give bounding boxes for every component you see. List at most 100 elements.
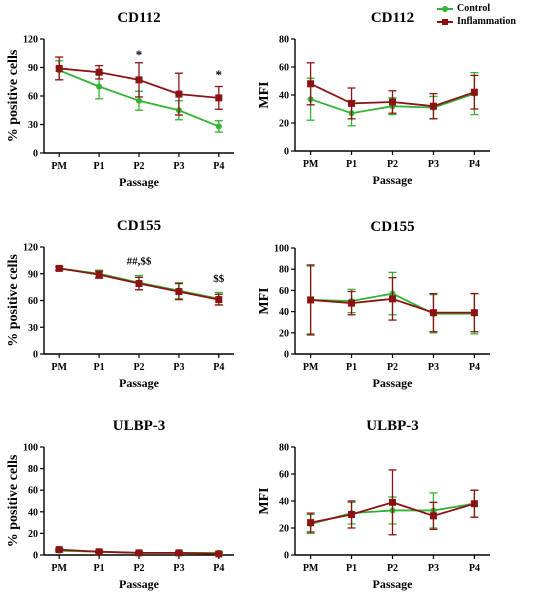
data-point	[215, 94, 223, 102]
y-tick-label: 0	[284, 350, 289, 361]
y-tick-label: 0	[33, 551, 38, 562]
x-tick-label: P4	[213, 161, 224, 172]
y-axis-label: % positive cells	[6, 254, 21, 347]
x-tick-label: P2	[387, 362, 398, 373]
data-point	[96, 83, 103, 90]
data-point	[307, 519, 315, 527]
y-tick-label: 80	[28, 464, 38, 475]
data-point	[470, 309, 478, 317]
x-axis-label: Passage	[119, 175, 160, 189]
significance-annotation: ##,$$	[127, 255, 152, 267]
chart-title: CD155	[117, 218, 161, 234]
x-tick-label: P1	[346, 159, 357, 170]
data-point	[348, 99, 356, 107]
y-tick-label: 30	[28, 120, 38, 131]
data-point	[175, 288, 183, 296]
y-tick-label: 40	[28, 507, 38, 518]
x-tick-label: P2	[133, 362, 144, 373]
x-tick-label: PM	[51, 161, 67, 172]
y-axis-label: MFI	[257, 487, 272, 514]
data-point	[429, 309, 437, 317]
chart-panel-5: ULBP-3 0 20 40 60 80 100 PM P1 P2 P3 P4 Passage % pos…	[6, 418, 234, 591]
x-tick-label: PM	[51, 362, 67, 373]
x-tick-label: P4	[213, 362, 224, 373]
data-point	[389, 498, 396, 506]
y-tick-label: 80	[279, 35, 289, 46]
series-inflammation	[55, 264, 223, 306]
x-tick-label: P1	[346, 362, 357, 373]
legend: Control Inflammation	[437, 2, 516, 28]
y-axis-label: MFI	[257, 81, 272, 108]
x-tick-label: PM	[303, 159, 319, 170]
y-tick-label: 30	[28, 323, 38, 334]
y-tick-label: 120	[23, 35, 38, 46]
data-point	[136, 97, 142, 104]
y-tick-label: 90	[28, 63, 38, 74]
data-point	[175, 549, 183, 557]
chart-panel-3: CD155 0 30 60 90 120 PM P1 P2 P3 P4 Passage % positi…	[6, 218, 234, 390]
y-tick-label: 20	[28, 529, 38, 540]
chart-title: CD155	[370, 219, 414, 235]
data-point	[307, 296, 315, 304]
data-point	[348, 299, 356, 307]
y-tick-label: 40	[279, 307, 289, 318]
x-tick-label: P2	[133, 161, 144, 172]
x-tick-label: PM	[51, 563, 67, 574]
y-axis-label: % positive cells	[6, 454, 21, 547]
data-point	[389, 295, 396, 303]
data-point	[389, 98, 396, 106]
chart-title: ULBP-3	[366, 418, 419, 434]
y-tick-label: 60	[28, 296, 38, 307]
y-tick-label: 60	[279, 63, 289, 74]
series-inflammation	[55, 546, 223, 558]
data-point	[95, 68, 103, 76]
legend-inflammation-label: Inflammation	[457, 16, 516, 27]
x-tick-label: P4	[469, 159, 480, 170]
y-tick-label: 60	[279, 470, 289, 481]
y-tick-label: 60	[28, 486, 38, 497]
x-tick-label: P3	[173, 563, 184, 574]
chart-panel-4: CD155 0 20 40 60 80 100 PM P1 P2 P3 P4 Passage MFI	[257, 219, 490, 390]
y-tick-label: 20	[279, 119, 289, 130]
x-tick-label: P4	[469, 362, 480, 373]
y-tick-label: 80	[279, 265, 289, 276]
legend-control-label: Control	[457, 3, 491, 14]
legend-item-inflammation: Inflammation	[437, 15, 516, 28]
x-tick-label: P2	[387, 563, 398, 574]
x-tick-label: P2	[133, 563, 144, 574]
data-point	[215, 550, 223, 558]
legend-control-marker-icon	[437, 4, 453, 14]
series-inflammation	[55, 56, 223, 116]
y-tick-label: 0	[284, 147, 289, 158]
y-tick-label: 40	[279, 497, 289, 508]
y-tick-label: 80	[279, 443, 289, 454]
data-point	[429, 512, 437, 520]
x-axis-label: Passage	[119, 376, 160, 390]
data-point	[135, 76, 143, 84]
legend-item-control: Control	[437, 2, 516, 15]
x-axis-label: Passage	[373, 173, 414, 187]
x-tick-label: P1	[94, 161, 105, 172]
data-point	[175, 90, 183, 98]
y-tick-label: 60	[28, 92, 38, 103]
y-tick-label: 100	[274, 244, 289, 255]
data-point	[135, 549, 143, 557]
x-tick-label: P1	[94, 362, 105, 373]
y-tick-label: 100	[23, 443, 38, 454]
x-axis-label: Passage	[119, 577, 160, 591]
legend-inflammation-marker-icon	[437, 17, 453, 27]
x-tick-label: P3	[173, 161, 184, 172]
x-tick-label: P3	[428, 563, 439, 574]
y-tick-label: 0	[33, 350, 38, 361]
x-tick-label: PM	[303, 362, 319, 373]
series-inflammation	[306, 264, 479, 336]
y-tick-label: 0	[33, 149, 38, 160]
series-inflammation	[306, 469, 479, 536]
chart-title: CD112	[371, 10, 414, 26]
x-tick-label: PM	[303, 563, 319, 574]
y-tick-label: 120	[23, 243, 38, 254]
x-tick-label: P3	[428, 362, 439, 373]
series-inflammation	[306, 62, 479, 120]
x-tick-label: P3	[428, 159, 439, 170]
